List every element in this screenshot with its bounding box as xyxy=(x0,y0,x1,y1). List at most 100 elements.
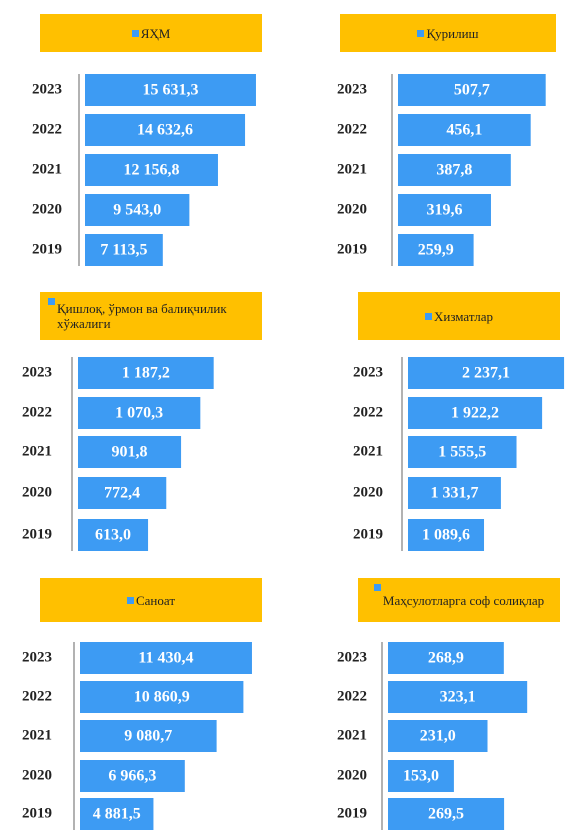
y-tick-label: 2021 xyxy=(353,443,383,459)
data-label: 613,0 xyxy=(95,527,131,544)
y-tick-label: 2021 xyxy=(22,727,52,743)
legend-label: Қурилиш xyxy=(426,25,479,41)
bar xyxy=(78,519,149,551)
legend: Хизматлар xyxy=(358,292,560,340)
bar xyxy=(388,681,528,713)
bar xyxy=(408,357,565,389)
bar xyxy=(408,477,501,509)
legend-label: Саноат xyxy=(135,592,175,608)
data-label: 323,1 xyxy=(440,689,476,706)
y-tick-label: 2023 xyxy=(337,81,367,97)
bar xyxy=(388,642,504,674)
legend-swatch xyxy=(373,584,381,591)
y-tick-label: 2020 xyxy=(353,484,383,500)
legend-swatch xyxy=(417,29,425,37)
legend-label: Қишлоқ, ўрмон ва балиқчилик хўжалиги xyxy=(57,301,227,331)
bar xyxy=(398,154,511,186)
data-label: 6 966,3 xyxy=(108,768,156,785)
data-label: 1 089,6 xyxy=(422,527,470,544)
y-tick-label: 2020 xyxy=(337,201,367,217)
data-label: 7 113,5 xyxy=(100,242,147,259)
y-tick-label: 2021 xyxy=(337,161,367,177)
y-tick-label: 2020 xyxy=(337,767,367,783)
bar xyxy=(80,681,244,713)
legend: Саноат xyxy=(40,578,262,622)
data-label: 507,7 xyxy=(454,82,490,99)
y-tick-label: 2019 xyxy=(353,526,383,542)
data-label: 14 632,6 xyxy=(137,122,193,139)
y-tick-label: 2021 xyxy=(22,443,52,459)
y-tick-label: 2023 xyxy=(22,364,52,380)
data-label: 153,0 xyxy=(403,768,439,785)
y-tick-label: 2021 xyxy=(337,727,367,743)
bar xyxy=(398,74,546,106)
data-label: 456,1 xyxy=(446,122,482,139)
data-label: 231,0 xyxy=(420,728,456,745)
data-label: 259,9 xyxy=(418,242,454,259)
bar xyxy=(78,477,167,509)
bar xyxy=(78,357,214,389)
y-tick-label: 2022 xyxy=(22,404,52,420)
legend: Қурилиш xyxy=(340,14,556,52)
bar xyxy=(85,114,246,146)
y-tick-label: 2021 xyxy=(32,161,62,177)
bar xyxy=(408,397,543,429)
bar xyxy=(388,760,454,792)
data-label: 1 070,3 xyxy=(115,405,163,422)
bar xyxy=(388,798,505,830)
legend-label: Маҳсулотларга соф солиқлар xyxy=(382,592,545,608)
bar xyxy=(80,720,217,752)
y-tick-label: 2023 xyxy=(353,364,383,380)
bar xyxy=(80,642,252,674)
y-tick-label: 2022 xyxy=(22,688,52,704)
y-tick-label: 2023 xyxy=(22,649,52,665)
bar xyxy=(80,760,185,792)
data-label: 387,8 xyxy=(436,162,472,179)
data-label: 9 080,7 xyxy=(124,728,172,745)
y-tick-label: 2020 xyxy=(22,484,52,500)
y-tick-label: 2023 xyxy=(337,649,367,665)
legend-swatch xyxy=(48,298,55,305)
bar xyxy=(85,234,163,266)
data-label: 11 430,4 xyxy=(138,650,193,667)
y-tick-label: 2022 xyxy=(337,121,367,137)
bar xyxy=(408,436,517,468)
bar xyxy=(78,397,201,429)
bar xyxy=(78,436,182,468)
data-label: 9 543,0 xyxy=(113,202,161,219)
legend-label: ЯҲМ xyxy=(140,25,171,41)
y-tick-label: 2019 xyxy=(32,241,62,257)
bar xyxy=(408,519,485,551)
y-tick-label: 2020 xyxy=(22,767,52,783)
bar xyxy=(398,194,491,226)
bar xyxy=(388,720,488,752)
y-tick-label: 2022 xyxy=(353,404,383,420)
bar xyxy=(398,234,474,266)
data-label: 15 631,3 xyxy=(142,82,198,99)
y-tick-label: 2019 xyxy=(22,805,52,821)
data-label: 1 187,2 xyxy=(122,365,170,382)
y-tick-label: 2023 xyxy=(32,81,62,97)
data-label: 772,4 xyxy=(104,485,140,502)
data-label: 12 156,8 xyxy=(123,162,179,179)
y-tick-label: 2022 xyxy=(337,688,367,704)
data-label: 1 922,2 xyxy=(451,405,499,422)
y-tick-label: 2022 xyxy=(32,121,62,137)
bar xyxy=(80,798,154,830)
data-label: 901,8 xyxy=(112,444,148,461)
y-tick-label: 2019 xyxy=(337,241,367,257)
data-label: 2 237,1 xyxy=(462,365,510,382)
legend: ЯҲМ xyxy=(40,14,262,52)
data-label: 10 860,9 xyxy=(134,689,190,706)
data-label: 1 555,5 xyxy=(438,444,486,461)
data-label: 269,5 xyxy=(428,806,464,823)
data-label: 268,9 xyxy=(428,650,464,667)
legend: Қишлоқ, ўрмон ва балиқчилик хўжалиги xyxy=(40,292,262,340)
y-tick-label: 2019 xyxy=(22,526,52,542)
bar xyxy=(85,74,256,106)
legend-swatch xyxy=(131,29,139,37)
legend: Маҳсулотларга соф солиқлар xyxy=(358,578,560,622)
legend-swatch xyxy=(425,312,432,320)
bar xyxy=(398,114,531,146)
